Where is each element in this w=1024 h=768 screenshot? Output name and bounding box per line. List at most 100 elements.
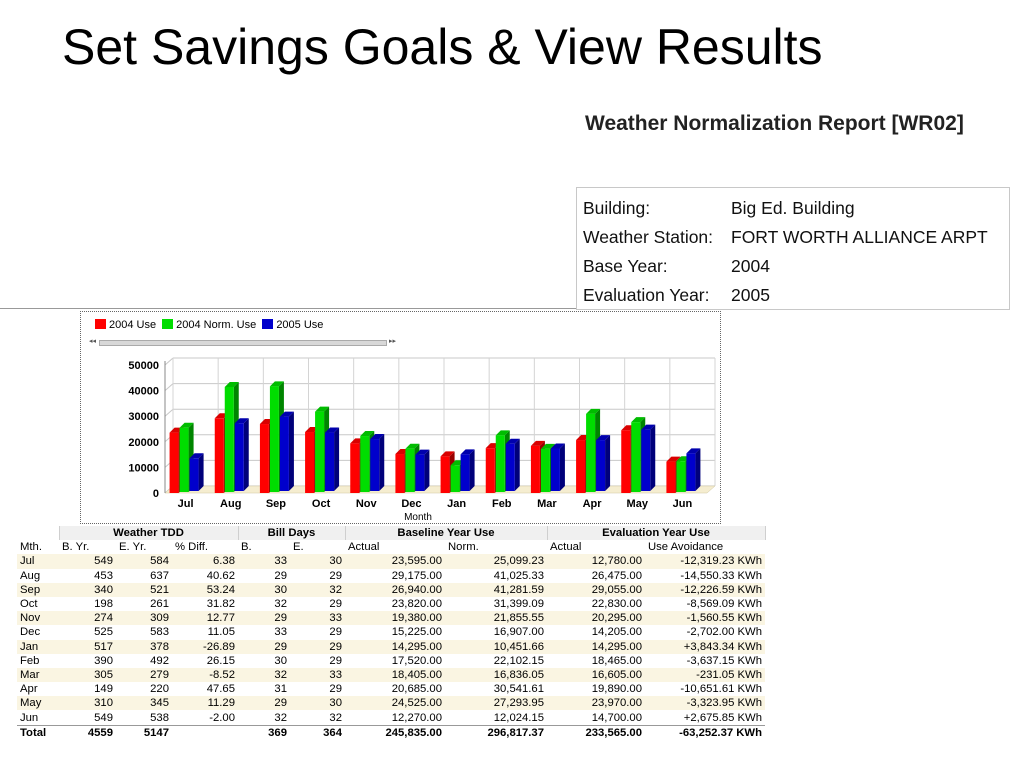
table-cell: -12,319.23 KWh bbox=[645, 554, 765, 569]
table-cell: 29 bbox=[238, 611, 290, 626]
table-cell: 32 bbox=[238, 667, 290, 683]
bar bbox=[415, 454, 425, 491]
total-cell: -63,252.37 KWh bbox=[645, 724, 765, 740]
table-cell: 40.62 bbox=[172, 568, 238, 583]
info-label: Weather Station: bbox=[583, 227, 714, 247]
table-cell: 378 bbox=[116, 639, 172, 654]
column-header: Norm. bbox=[445, 540, 547, 555]
data-table: Weather TDD Bill Days Baseline Year Use … bbox=[17, 526, 766, 740]
bar bbox=[540, 448, 550, 492]
total-cell: 245,835.00 bbox=[345, 724, 445, 740]
bar-side bbox=[559, 443, 565, 491]
table-cell: -3,637.15 KWh bbox=[645, 653, 765, 668]
column-header: % Diff. bbox=[172, 540, 238, 555]
table-cell: -8.52 bbox=[172, 667, 238, 683]
bar bbox=[224, 386, 234, 492]
scroll-right-icon[interactable]: ▸▸ bbox=[389, 338, 397, 345]
table-cell: -1,560.55 KWh bbox=[645, 611, 765, 626]
bar-top bbox=[495, 430, 510, 436]
info-label: Evaluation Year: bbox=[583, 285, 710, 305]
table-cell: 33 bbox=[290, 611, 345, 626]
y-tick-label: 50000 bbox=[128, 360, 159, 372]
table-cell: Jul bbox=[17, 554, 59, 569]
table-cell: Sep bbox=[17, 582, 59, 597]
bar-top bbox=[686, 448, 701, 454]
y-tick-label: 20000 bbox=[128, 437, 159, 449]
scroll-left-icon[interactable]: ◂◂ bbox=[89, 338, 97, 345]
bar-top bbox=[179, 422, 194, 428]
bar bbox=[641, 429, 651, 491]
bar-side bbox=[424, 449, 430, 491]
bar-side bbox=[695, 448, 701, 491]
chart-frame: 2004 Use 2004 Norm. Use 2005 Use ◂◂ ▸▸ 0… bbox=[80, 311, 721, 524]
table-row: May 310 345 11.29 29 30 24,525.00 27,293.95 23,9… bbox=[17, 696, 765, 711]
table-cell: -10,651.61 KWh bbox=[645, 682, 765, 697]
bar bbox=[530, 445, 540, 493]
column-header: B. bbox=[238, 540, 290, 555]
column-header: B. Yr. bbox=[59, 540, 116, 555]
table-cell: 18,465.00 bbox=[547, 653, 645, 668]
column-header-row: Mth. B. Yr. E. Yr. % Diff. B. E. Actual … bbox=[17, 540, 765, 555]
table-cell: 41,025.33 bbox=[445, 568, 547, 583]
table-cell: 24,525.00 bbox=[345, 696, 445, 711]
bar bbox=[395, 454, 405, 493]
bar-top bbox=[641, 424, 656, 430]
bar-top bbox=[189, 453, 204, 459]
bar-top bbox=[325, 427, 340, 433]
scrollbar-track[interactable] bbox=[99, 340, 387, 346]
table-cell: 15,225.00 bbox=[345, 625, 445, 640]
x-tick-label: Apr bbox=[583, 498, 603, 510]
x-tick-label: Aug bbox=[220, 498, 241, 510]
table-cell: 23,970.00 bbox=[547, 696, 645, 711]
table-cell: 32 bbox=[238, 710, 290, 726]
bar bbox=[505, 443, 515, 491]
bar-top bbox=[415, 449, 430, 455]
total-cell: 5147 bbox=[116, 724, 172, 740]
bar-side bbox=[605, 435, 611, 491]
table-cell: +3,843.34 KWh bbox=[645, 639, 765, 654]
table-cell: 14,205.00 bbox=[547, 625, 645, 640]
bar bbox=[405, 448, 415, 492]
total-cell: 296,817.37 bbox=[445, 724, 547, 740]
bar-top bbox=[596, 435, 611, 441]
table-cell: 517 bbox=[59, 639, 116, 654]
total-cell bbox=[172, 724, 238, 740]
table-cell: 11.05 bbox=[172, 625, 238, 640]
table-row: Feb 390 492 26.15 30 29 17,520.00 22,102.15 18,4… bbox=[17, 653, 765, 668]
info-value: Big Ed. Building bbox=[731, 198, 855, 218]
group-header: Weather TDD bbox=[59, 526, 239, 541]
legend-label: 2005 Use bbox=[276, 319, 324, 331]
column-header: Mth. bbox=[17, 540, 59, 555]
y-tick-label: 10000 bbox=[128, 462, 159, 474]
bar bbox=[269, 386, 279, 492]
bar bbox=[576, 440, 586, 493]
x-tick-label: Jul bbox=[178, 498, 194, 510]
chart-scrollbar[interactable]: ◂◂ ▸▸ bbox=[89, 338, 399, 346]
total-row: Total 4559 5147 369 364 245,835.00 296,817.37 2… bbox=[17, 724, 765, 740]
group-header: Evaluation Year Use bbox=[547, 526, 766, 541]
table-row: Apr 149 220 47.65 31 29 20,685.00 30,541.61 19,8… bbox=[17, 682, 765, 697]
table-cell: 30 bbox=[238, 653, 290, 668]
table-cell: 29 bbox=[290, 596, 345, 612]
bar bbox=[460, 454, 470, 491]
table-cell: 12,780.00 bbox=[547, 554, 645, 569]
table-cell: -12,226.59 KWh bbox=[645, 582, 765, 597]
x-tick-label: Nov bbox=[356, 498, 378, 510]
bar-top bbox=[550, 443, 565, 449]
table-cell: 47.65 bbox=[172, 682, 238, 697]
table-cell: 12,270.00 bbox=[345, 710, 445, 726]
table-cell: 310 bbox=[59, 696, 116, 711]
table-cell: 29 bbox=[290, 568, 345, 583]
bar-top bbox=[530, 440, 545, 446]
bar-top bbox=[440, 451, 455, 457]
table-row: Jan 517 378 -26.89 29 29 14,295.00 10,451.66 14,… bbox=[17, 639, 765, 654]
bar-top bbox=[460, 449, 475, 455]
bar bbox=[169, 432, 179, 493]
table-cell: 198 bbox=[59, 596, 116, 612]
table-cell: 30 bbox=[290, 696, 345, 711]
table-cell: 10,451.66 bbox=[445, 639, 547, 654]
bar-top bbox=[224, 381, 239, 387]
bar bbox=[596, 440, 606, 491]
table-cell: 549 bbox=[59, 554, 116, 569]
table-cell: 149 bbox=[59, 682, 116, 697]
